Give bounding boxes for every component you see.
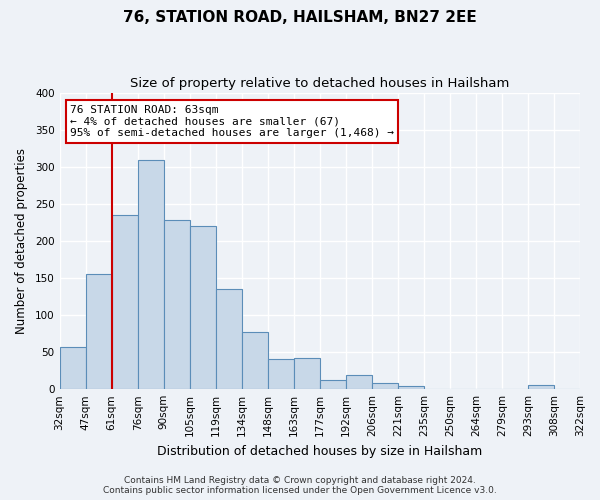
Text: 76 STATION ROAD: 63sqm
← 4% of detached houses are smaller (67)
95% of semi-deta: 76 STATION ROAD: 63sqm ← 4% of detached … bbox=[70, 105, 394, 138]
Bar bbox=[242, 332, 268, 389]
Bar bbox=[190, 226, 215, 389]
Y-axis label: Number of detached properties: Number of detached properties bbox=[15, 148, 28, 334]
Bar bbox=[59, 347, 86, 389]
X-axis label: Distribution of detached houses by size in Hailsham: Distribution of detached houses by size … bbox=[157, 444, 482, 458]
Bar bbox=[398, 386, 424, 389]
Text: 76, STATION ROAD, HAILSHAM, BN27 2EE: 76, STATION ROAD, HAILSHAM, BN27 2EE bbox=[123, 10, 477, 25]
Bar bbox=[112, 215, 137, 389]
Bar bbox=[86, 274, 112, 389]
Bar bbox=[164, 220, 190, 389]
Bar bbox=[372, 384, 398, 389]
Bar bbox=[528, 386, 554, 389]
Bar bbox=[320, 380, 346, 389]
Bar bbox=[346, 375, 372, 389]
Bar bbox=[294, 358, 320, 389]
Bar bbox=[137, 160, 164, 389]
Bar bbox=[215, 289, 242, 389]
Bar bbox=[268, 359, 294, 389]
Title: Size of property relative to detached houses in Hailsham: Size of property relative to detached ho… bbox=[130, 78, 509, 90]
Text: Contains HM Land Registry data © Crown copyright and database right 2024.
Contai: Contains HM Land Registry data © Crown c… bbox=[103, 476, 497, 495]
